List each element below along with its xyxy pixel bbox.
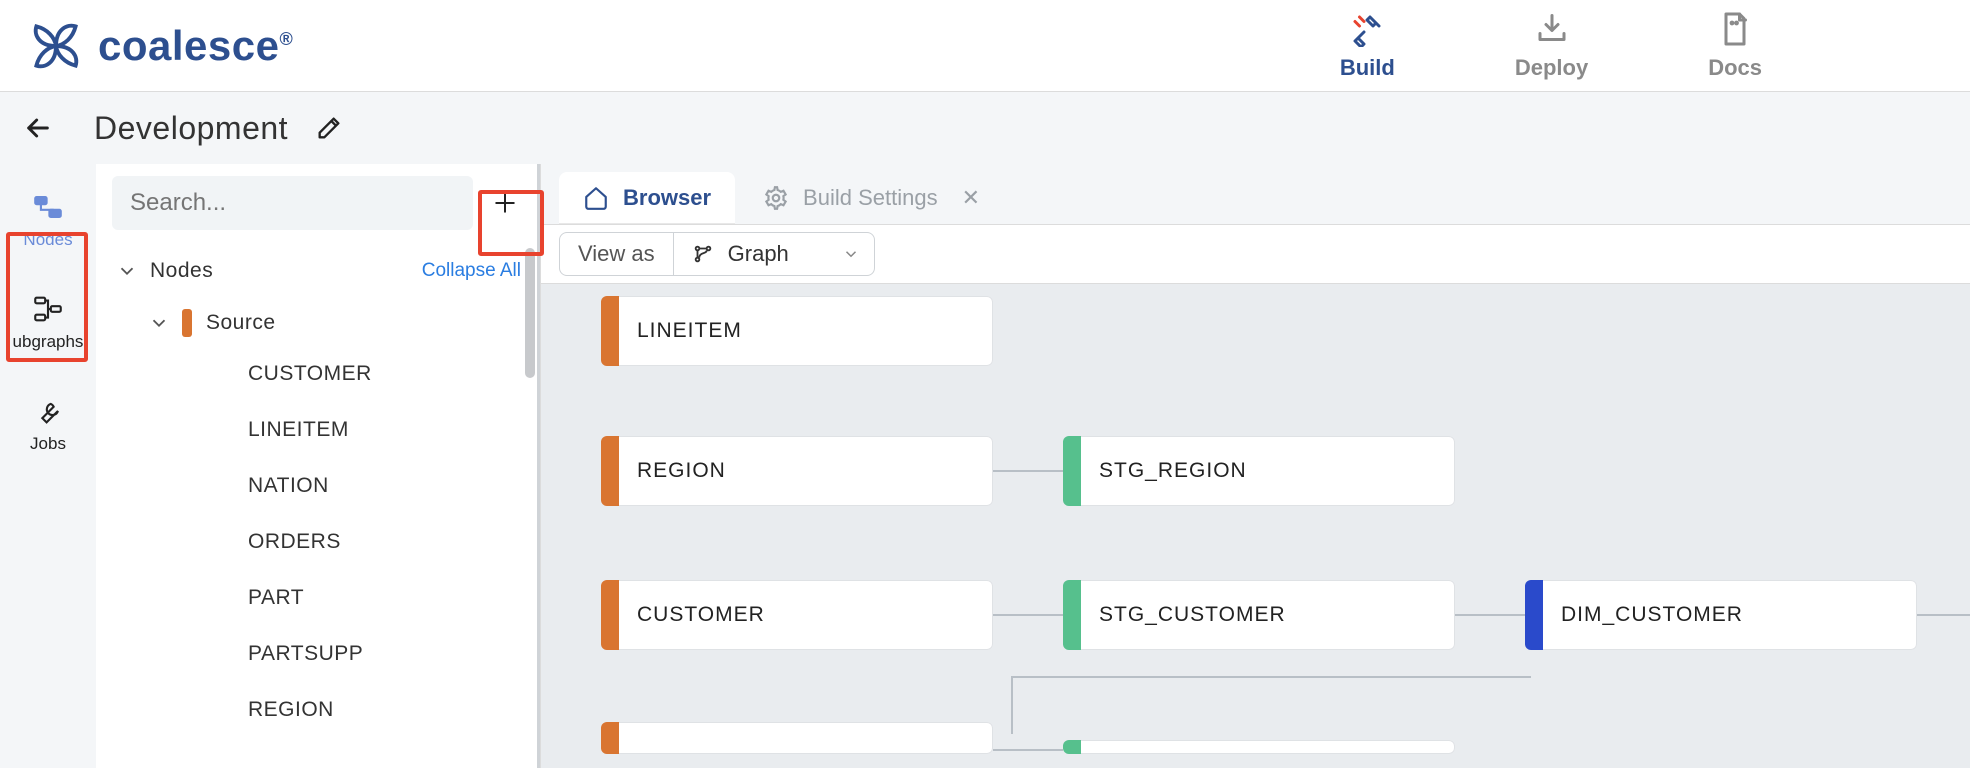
node-tree: Nodes Collapse All Source CUSTOMERLINEIT… xyxy=(112,248,529,738)
rail-jobs-label: Jobs xyxy=(30,434,66,454)
deploy-icon xyxy=(1534,11,1570,47)
node-color-stripe xyxy=(601,436,619,506)
tree-item[interactable]: NATION xyxy=(112,458,529,514)
subgraphs-icon xyxy=(31,292,65,326)
tree-source-label: Source xyxy=(206,311,276,335)
brand-name: coalesce® xyxy=(98,22,293,70)
nodes-icon xyxy=(31,190,65,224)
tree-group-nodes[interactable]: Nodes Collapse All xyxy=(112,248,529,294)
rail-jobs[interactable]: Jobs xyxy=(10,384,86,468)
nav-deploy-label: Deploy xyxy=(1515,55,1588,81)
side-panel: Nodes Collapse All Source CUSTOMERLINEIT… xyxy=(96,164,540,768)
node-label: STG_REGION xyxy=(1099,459,1247,483)
docs-icon xyxy=(1717,11,1753,47)
nav-build[interactable]: Build xyxy=(1340,11,1395,81)
node-color-stripe xyxy=(601,580,619,650)
tree-source-group[interactable]: Source xyxy=(112,300,529,346)
tree-item[interactable]: CUSTOMER xyxy=(112,346,529,402)
rail-subgraphs-label: ubgraphs xyxy=(13,332,84,352)
pencil-icon xyxy=(315,114,343,142)
graph-node[interactable]: STG_CUSTOMER xyxy=(1063,580,1455,650)
node-color-stripe xyxy=(1063,580,1081,650)
graph-edge xyxy=(1455,614,1525,616)
node-label: REGION xyxy=(637,459,726,483)
graph-node[interactable]: LINEITEM xyxy=(601,296,993,366)
node-label: DIM_CUSTOMER xyxy=(1561,603,1743,627)
tab-bar: Browser Build Settings ✕ xyxy=(541,164,1970,224)
canvas-area: Browser Build Settings ✕ View as Graph L… xyxy=(540,164,1970,768)
graph-edge xyxy=(993,470,1063,472)
node-color-stripe xyxy=(1063,740,1081,754)
graph-edge xyxy=(1011,676,1013,734)
tree-group-label: Nodes xyxy=(150,259,213,283)
back-button[interactable] xyxy=(18,108,58,148)
view-as-label: View as xyxy=(560,233,674,275)
edit-title-button[interactable] xyxy=(312,111,346,145)
node-color-stripe xyxy=(1063,436,1081,506)
nav-docs-label: Docs xyxy=(1708,55,1762,81)
node-label: CUSTOMER xyxy=(637,603,765,627)
node-color-stripe xyxy=(1525,580,1543,650)
graph-node[interactable]: DIM_CUSTOMER xyxy=(1525,580,1917,650)
graph-node[interactable] xyxy=(1063,740,1455,754)
tab-browser-label: Browser xyxy=(623,185,711,211)
main-layout: Nodes ubgraphs Jobs Nodes Collapse All xyxy=(0,164,1970,768)
tree-item[interactable]: PART xyxy=(112,570,529,626)
tab-build-settings-label: Build Settings xyxy=(803,185,938,211)
graph-canvas[interactable]: LINEITEM REGION STG_REGION CUSTOMER STG_CUST… xyxy=(541,284,1970,768)
graph-edge xyxy=(993,614,1063,616)
node-color-stripe xyxy=(601,722,619,754)
tab-build-settings[interactable]: Build Settings ✕ xyxy=(739,172,1004,224)
search-box[interactable] xyxy=(112,176,473,230)
chevron-down-icon xyxy=(116,260,138,282)
tree-item[interactable]: REGION xyxy=(112,682,529,738)
gear-icon xyxy=(763,185,789,211)
tab-browser[interactable]: Browser xyxy=(559,172,735,224)
tree-item[interactable]: ORDERS xyxy=(112,514,529,570)
graph-node[interactable]: STG_REGION xyxy=(1063,436,1455,506)
brand-logo[interactable]: coalesce® xyxy=(28,18,293,74)
rail-nodes[interactable]: Nodes xyxy=(10,180,86,264)
home-icon xyxy=(583,185,609,211)
source-color-tag xyxy=(182,309,192,337)
search-row xyxy=(112,176,529,230)
top-header: coalesce® Build Deploy Docs xyxy=(0,0,1970,92)
tab-close-button[interactable]: ✕ xyxy=(962,185,980,211)
chevron-down-icon xyxy=(148,312,170,334)
view-as-select[interactable]: View as Graph xyxy=(559,232,875,276)
add-node-button[interactable] xyxy=(481,179,529,227)
node-label: STG_CUSTOMER xyxy=(1099,603,1286,627)
search-input[interactable] xyxy=(128,188,457,218)
nav-build-label: Build xyxy=(1340,55,1395,81)
plus-icon xyxy=(490,188,520,218)
arrow-left-icon xyxy=(22,112,54,144)
nav-deploy[interactable]: Deploy xyxy=(1515,11,1588,81)
tools-icon xyxy=(1349,11,1385,47)
workspace-title: Development xyxy=(94,110,288,147)
rail-nodes-label: Nodes xyxy=(23,230,72,250)
graph-node[interactable]: CUSTOMER xyxy=(601,580,993,650)
left-rail: Nodes ubgraphs Jobs xyxy=(0,164,96,768)
wrench-icon xyxy=(31,394,65,428)
rail-subgraphs[interactable]: ubgraphs xyxy=(10,282,86,366)
node-color-stripe xyxy=(601,296,619,366)
pinwheel-logo-icon xyxy=(28,18,84,74)
graph-edge xyxy=(993,749,1063,751)
graph-node[interactable]: REGION xyxy=(601,436,993,506)
chevron-down-icon xyxy=(842,245,860,263)
collapse-all-link[interactable]: Collapse All xyxy=(422,260,529,282)
nav-docs[interactable]: Docs xyxy=(1708,11,1762,81)
tree-item[interactable]: PARTSUPP xyxy=(112,626,529,682)
top-nav: Build Deploy Docs xyxy=(1340,11,1942,81)
node-label: LINEITEM xyxy=(637,319,742,343)
canvas-toolbar: View as Graph xyxy=(541,224,1970,284)
graph-node[interactable] xyxy=(601,722,993,754)
view-as-value[interactable]: Graph xyxy=(674,233,874,275)
workspace-title-row: Development xyxy=(0,92,1970,164)
graph-edge xyxy=(1011,676,1531,678)
graph-edge xyxy=(1917,614,1970,616)
tree-item[interactable]: LINEITEM xyxy=(112,402,529,458)
scrollbar-thumb[interactable] xyxy=(525,248,535,378)
branch-icon xyxy=(692,243,714,265)
